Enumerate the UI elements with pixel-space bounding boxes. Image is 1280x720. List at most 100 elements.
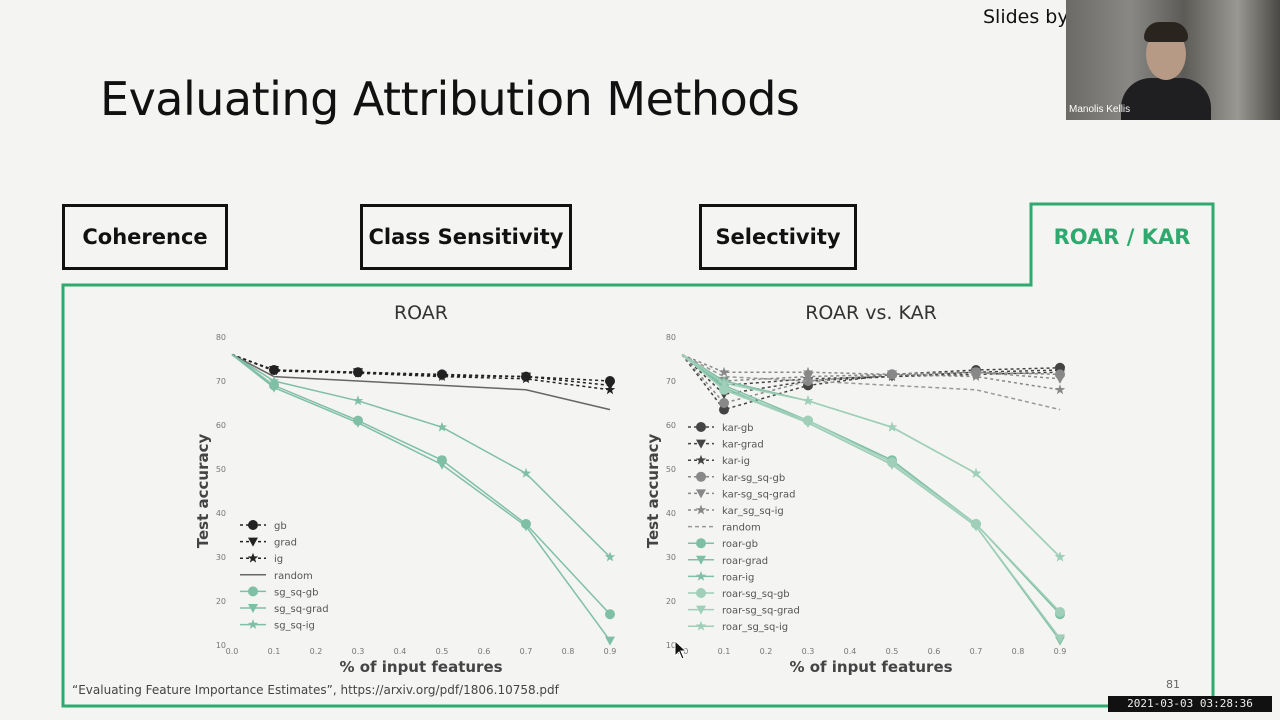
legend-label: roar-sg_sq-gb — [722, 589, 790, 600]
legend-label: ig — [274, 554, 283, 565]
tab-roar-kar[interactable]: ROAR / KAR — [1053, 225, 1191, 249]
legend-marker — [248, 604, 258, 613]
legend-label: kar-grad — [722, 440, 764, 451]
x-tick-label: 0.6 — [478, 647, 491, 656]
presenter-webcam: Manolis Kellis — [1066, 0, 1280, 120]
legend-marker — [696, 555, 706, 565]
data-point — [1055, 607, 1065, 617]
data-point — [352, 367, 364, 378]
x-tick-label: 0.0 — [226, 647, 239, 656]
mouse-cursor-icon — [674, 640, 688, 660]
y-tick-label: 50 — [666, 465, 676, 474]
x-tick-label: 0.5 — [436, 647, 449, 656]
series-line — [231, 353, 611, 411]
y-tick-label: 30 — [666, 553, 676, 562]
data-point — [802, 395, 814, 406]
series-line — [231, 353, 611, 615]
data-point — [1055, 374, 1065, 384]
recording-timestamp: 2021-03-03 03:28:36 — [1108, 696, 1272, 712]
x-tick-label: 0.4 — [844, 647, 857, 656]
x-tick-label: 0.2 — [760, 647, 773, 656]
series-line — [681, 354, 1061, 404]
y-tick-label: 20 — [666, 597, 676, 606]
legend-marker — [695, 570, 707, 581]
x-tick-label: 0.1 — [268, 647, 281, 656]
legend-marker — [696, 422, 706, 432]
y-tick-label: 70 — [216, 377, 226, 386]
legend-label: random — [274, 571, 313, 582]
roar-chart: ROAR 0.0 0.1 0.2 0.3 0.4 0.5 0.6 0.7 0.8 0.9 10 20 30… — [194, 302, 617, 675]
x-tick-label: 0.5 — [886, 647, 899, 656]
tab-selectivity[interactable]: Selectivity — [699, 204, 857, 270]
x-tick-label: 0.7 — [970, 647, 983, 656]
legend-marker — [695, 620, 707, 631]
data-point — [718, 377, 730, 388]
y-tick-label: 80 — [216, 333, 226, 342]
presenter-body — [1121, 78, 1211, 120]
data-point — [268, 365, 280, 376]
legend-label: kar_sg_sq-ig — [722, 506, 784, 517]
legend-marker — [696, 588, 706, 598]
x-tick-label: 0.3 — [802, 647, 815, 656]
y-tick-label: 80 — [666, 333, 676, 342]
x-tick-label: 0.1 — [718, 647, 731, 656]
data-point — [887, 460, 897, 470]
data-point — [604, 551, 616, 562]
data-point — [1054, 551, 1066, 562]
data-point — [970, 467, 982, 478]
legend-marker — [696, 489, 706, 499]
data-point — [268, 375, 280, 386]
series-line — [681, 354, 1061, 411]
legend-marker — [247, 552, 259, 563]
data-point — [1054, 384, 1066, 395]
data-point — [437, 460, 447, 470]
legend-label: kar-sg_sq-grad — [722, 489, 795, 500]
y-axis-label: Test accuracy — [194, 434, 212, 549]
y-tick-label: 60 — [216, 421, 226, 430]
data-point — [718, 366, 730, 377]
legend-label: sg_sq-grad — [274, 604, 329, 615]
data-point — [436, 371, 448, 381]
y-tick-label: 40 — [666, 509, 676, 518]
data-point — [886, 368, 898, 379]
series-line — [231, 353, 611, 391]
series-line — [681, 353, 1061, 411]
slide-title: Evaluating Attribution Methods — [100, 72, 800, 126]
presenter-name: Manolis Kellis — [1069, 104, 1131, 115]
presenter-hair — [1144, 22, 1188, 42]
series-line — [681, 353, 1061, 391]
legend-marker — [696, 605, 706, 615]
data-point — [803, 418, 813, 428]
y-tick-label: 70 — [666, 377, 676, 386]
x-tick-label: 0.9 — [604, 647, 617, 656]
legend-marker — [248, 537, 258, 547]
legend-label: kar-ig — [722, 456, 750, 467]
tab-coherence[interactable]: Coherence — [62, 204, 228, 270]
legend-label: sg_sq-ig — [274, 621, 315, 632]
y-tick-label: 30 — [216, 553, 226, 562]
data-point — [521, 522, 531, 532]
x-axis-label: % of input features — [339, 658, 502, 675]
x-tick-label: 0.3 — [352, 647, 365, 656]
data-point — [1055, 634, 1065, 644]
data-point — [605, 609, 615, 620]
legend-marker — [695, 454, 707, 465]
data-point — [886, 421, 898, 432]
x-tick-label: 0.7 — [520, 647, 533, 656]
chart-title: ROAR — [394, 302, 448, 324]
tab-class-sensitivity[interactable]: Class Sensitivity — [360, 204, 572, 270]
legend-label: roar_sg_sq-ig — [722, 622, 788, 633]
x-tick-label: 0.2 — [310, 647, 323, 656]
y-tick-label: 50 — [216, 465, 226, 474]
page-number: 81 — [1166, 678, 1180, 691]
data-point — [604, 384, 616, 395]
legend-label: random — [722, 523, 761, 534]
series-line — [231, 353, 611, 558]
legend-label: roar-gb — [722, 539, 758, 550]
y-tick-label: 40 — [216, 509, 226, 518]
legend-marker — [248, 520, 258, 530]
legend-label: roar-grad — [722, 556, 768, 567]
legend-marker — [247, 619, 259, 629]
y-tick-label: 60 — [666, 421, 676, 430]
citation-caption: “Evaluating Feature Importance Estimates… — [72, 683, 559, 697]
